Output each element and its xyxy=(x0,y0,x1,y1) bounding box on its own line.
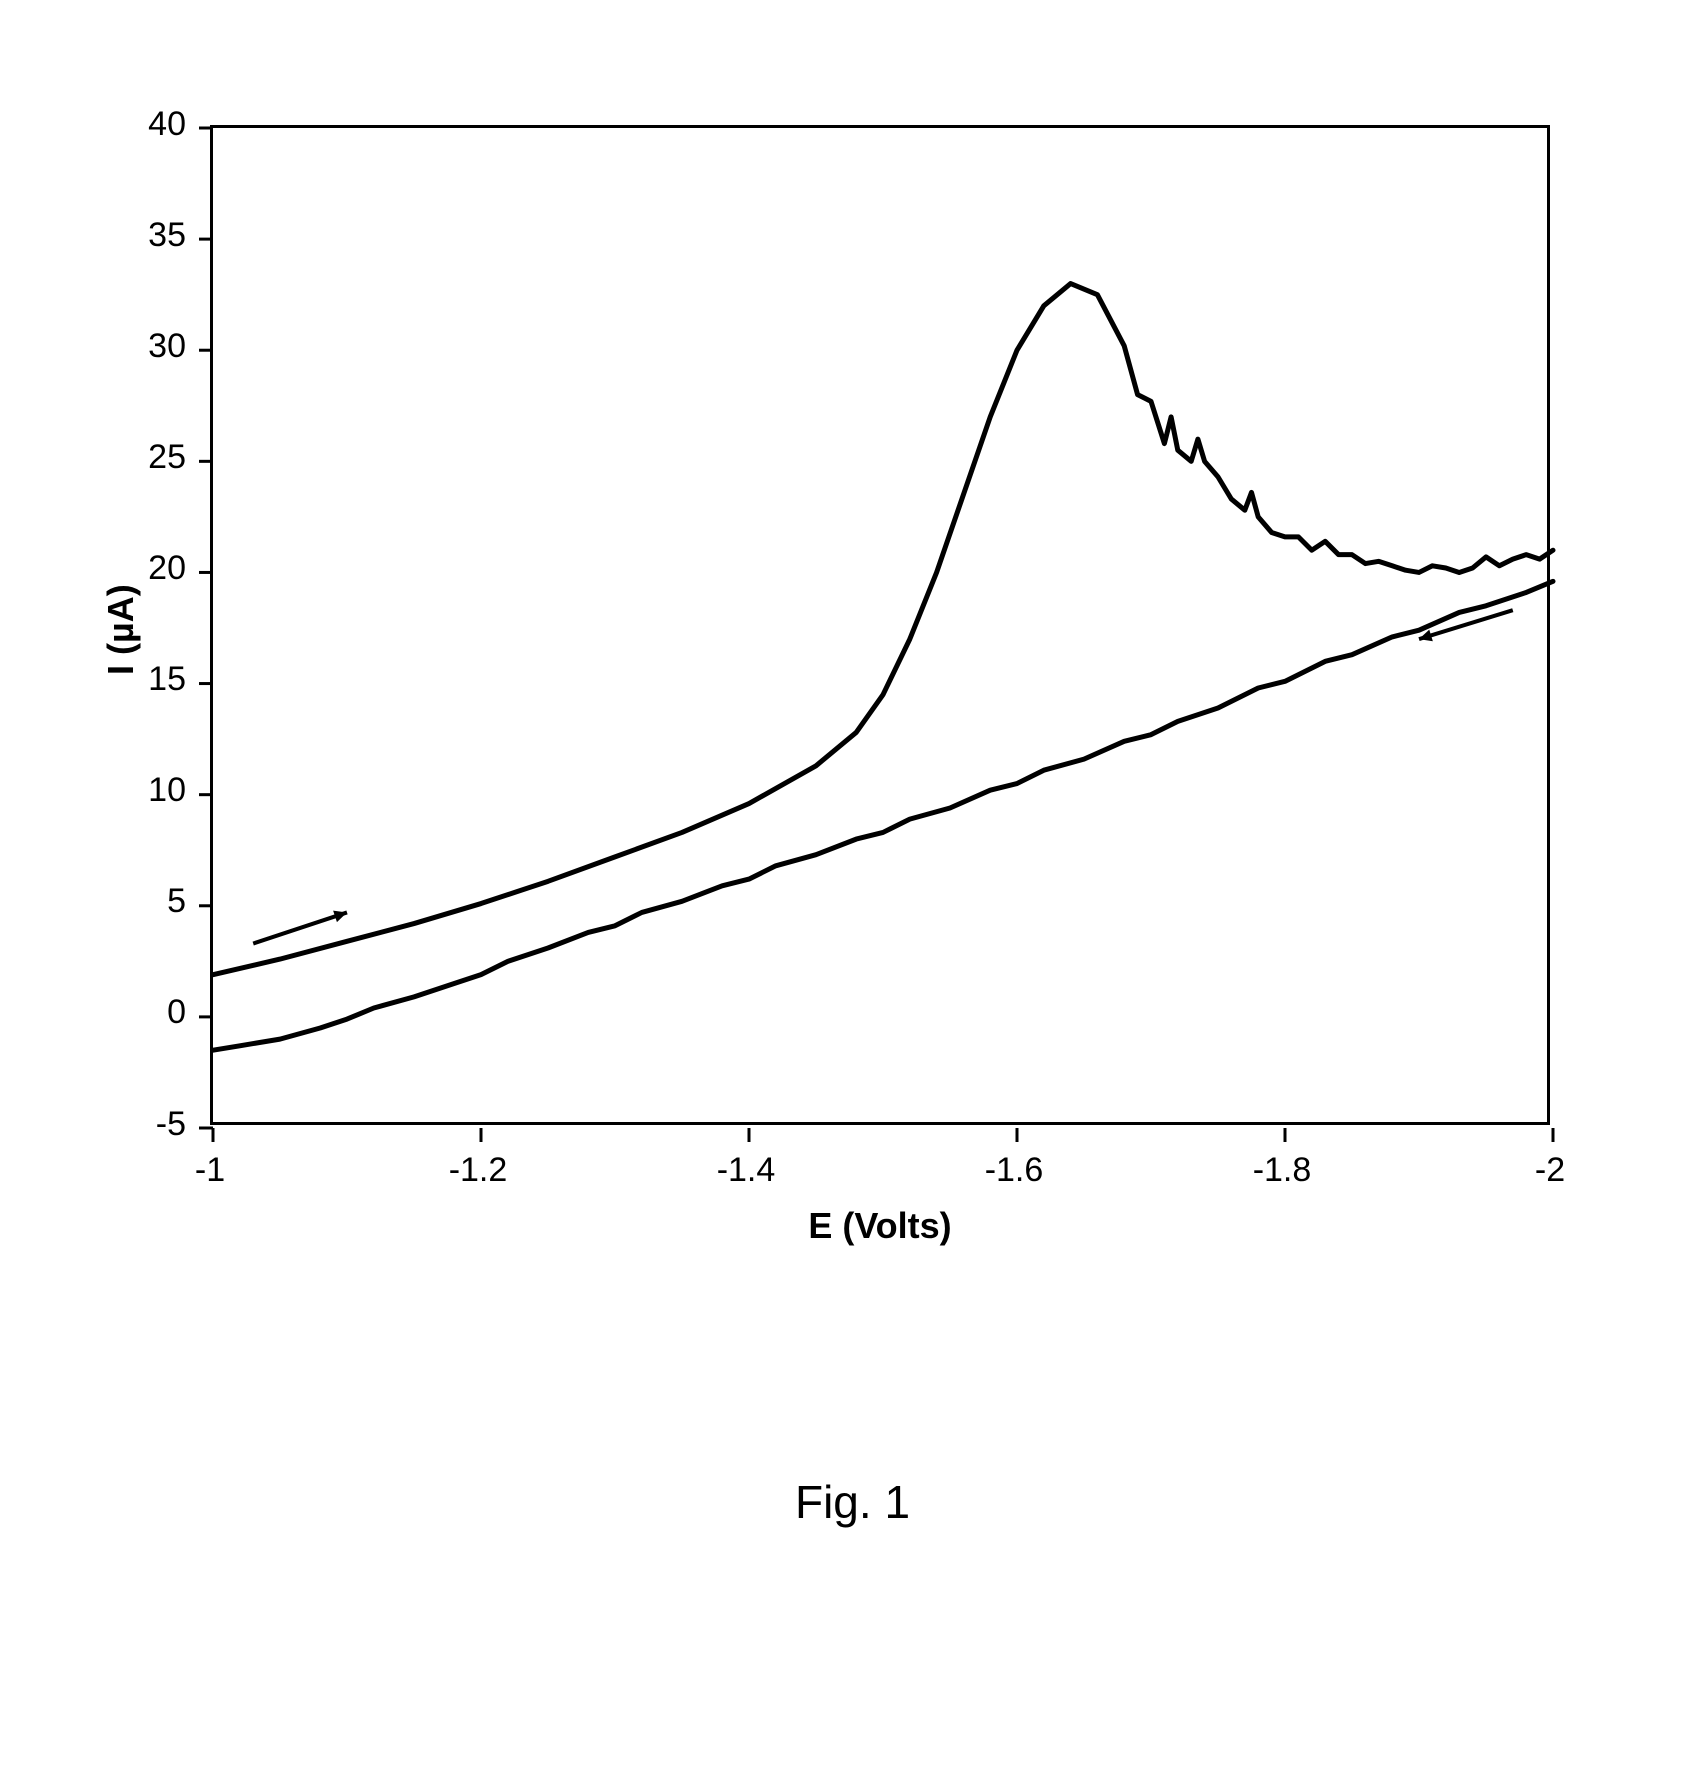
x-tick-label: -1.6 xyxy=(985,1151,1044,1190)
y-tick-label: -5 xyxy=(156,1105,186,1144)
x-tick-label: -2 xyxy=(1535,1151,1565,1190)
plot-area xyxy=(210,125,1550,1125)
figure-canvas: -50510152025303540 -1-1.2-1.4-1.6-1.8-2 … xyxy=(0,0,1705,1780)
scan-direction-arrow xyxy=(253,912,347,943)
y-tick-label: 5 xyxy=(167,882,186,921)
x-tick-label: -1.8 xyxy=(1253,1151,1312,1190)
x-axis-label: E (Volts) xyxy=(808,1205,951,1247)
reverse-sweep-curve xyxy=(213,581,1553,1050)
y-tick-label: 35 xyxy=(148,216,186,255)
x-tick-label: -1.2 xyxy=(449,1151,508,1190)
x-tick-label: -1.4 xyxy=(717,1151,776,1190)
figure-caption: Fig. 1 xyxy=(795,1475,910,1529)
y-tick-label: 40 xyxy=(148,105,186,144)
y-tick-label: 20 xyxy=(148,549,186,588)
x-tick-label: -1 xyxy=(195,1151,225,1190)
plot-svg xyxy=(213,128,1553,1128)
arrowhead-icon xyxy=(333,911,347,923)
y-axis-label: I (µA) xyxy=(100,584,142,675)
forward-sweep-curve xyxy=(213,284,1553,975)
y-tick-label: 30 xyxy=(148,327,186,366)
y-tick-label: 10 xyxy=(148,771,186,810)
y-tick-label: 15 xyxy=(148,660,186,699)
y-tick-label: 25 xyxy=(148,438,186,477)
y-tick-label: 0 xyxy=(167,993,186,1032)
